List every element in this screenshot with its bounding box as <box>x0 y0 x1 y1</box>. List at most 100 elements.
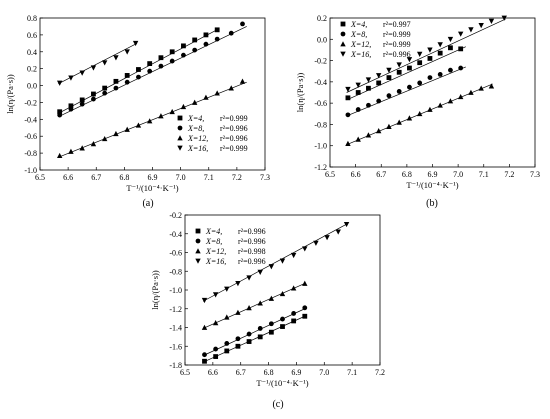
x-axis-label: T⁻¹/(10⁻⁴·K⁻¹) <box>126 183 178 193</box>
data-point <box>113 85 119 91</box>
data-point <box>181 52 186 58</box>
data-point <box>448 45 453 51</box>
data-point <box>136 67 141 72</box>
fit-line <box>202 308 305 356</box>
data-point <box>79 145 85 151</box>
data-point <box>201 324 208 330</box>
legend-r2: r²=0.996 <box>238 227 266 236</box>
legend-entry: X=12, r²=0.998 <box>195 247 266 256</box>
legend-marker <box>340 21 346 27</box>
x-tick-label: 6.5 <box>325 170 335 179</box>
y-tick-label: -0.4 <box>24 115 37 124</box>
series-triangle-down <box>345 15 507 93</box>
legend-entry: X=4, r²=0.997 <box>340 20 411 29</box>
data-point <box>212 320 219 326</box>
series-triangle-down <box>201 221 350 304</box>
data-point <box>396 119 402 125</box>
data-point <box>313 240 319 246</box>
series-triangle-up <box>56 78 247 159</box>
data-point <box>124 126 130 132</box>
data-point <box>386 75 392 80</box>
data-point <box>366 102 371 108</box>
data-point <box>257 326 263 331</box>
data-point <box>214 90 220 96</box>
y-tick-label: -1.2 <box>314 163 327 172</box>
data-point <box>279 258 286 264</box>
legend-label: X=12, <box>205 247 226 256</box>
data-point <box>478 23 484 29</box>
legend-label: X=8, <box>350 30 367 39</box>
fit-line <box>58 26 247 118</box>
data-point <box>396 69 402 75</box>
data-point <box>257 334 263 340</box>
data-point <box>406 57 413 63</box>
x-tick-label: 6.6 <box>63 173 73 182</box>
data-point <box>147 61 153 66</box>
legend-r2: r²=0.999 <box>383 30 411 39</box>
y-axis-label: ln(η/(Pa·s)) <box>150 270 160 310</box>
data-point <box>68 148 74 154</box>
chart-panel-2: 6.5 6.6 6.7 6.8 6.9 7.0 7.1 7.2 7.3 -1.2 -1.0 -0.8 -… <box>295 14 540 190</box>
data-point <box>407 84 412 90</box>
data-point <box>355 136 361 142</box>
x-tick-label: 6.9 <box>291 368 301 377</box>
legend-entry: X=8, r²=0.996 <box>195 237 266 246</box>
data-point <box>437 42 443 48</box>
y-tick-label: -1.0 <box>169 286 182 295</box>
x-tick-label: 7.1 <box>347 368 357 377</box>
legend-marker <box>195 228 201 234</box>
legend-r2: r²=0.996 <box>220 134 248 143</box>
series-circle <box>345 65 466 118</box>
data-point <box>147 68 153 74</box>
data-point <box>79 70 85 76</box>
data-point <box>302 280 308 286</box>
data-point <box>203 32 209 38</box>
data-point <box>246 275 252 281</box>
data-point <box>268 321 274 327</box>
data-point <box>290 252 297 259</box>
data-point <box>355 107 361 112</box>
y-tick-label: -0.6 <box>314 99 327 108</box>
data-point <box>407 65 412 71</box>
data-point <box>202 358 207 364</box>
data-point <box>102 85 108 91</box>
legend-r2: r²=0.996 <box>238 237 266 246</box>
data-point <box>79 97 85 103</box>
data-point <box>437 72 443 77</box>
data-point <box>417 80 423 86</box>
y-tick-label: -0.2 <box>314 57 327 66</box>
data-point <box>214 36 220 42</box>
series-triangle-up <box>201 280 308 330</box>
data-point <box>386 67 392 73</box>
x-axis-label: T⁻¹/(10⁻⁴·K⁻¹) <box>406 180 458 190</box>
data-point <box>101 60 108 66</box>
data-point <box>212 292 219 298</box>
data-point <box>240 21 245 27</box>
data-point <box>257 269 263 275</box>
legend-entry: X=16, r²=0.996 <box>340 50 411 59</box>
data-point <box>478 85 484 91</box>
legend-label: X=12, <box>187 134 208 143</box>
y-tick-label: 0.8 <box>27 14 37 23</box>
legend-label: X=16, <box>205 257 226 266</box>
fit-line <box>346 66 466 117</box>
data-point <box>192 47 198 53</box>
data-point <box>169 108 175 115</box>
data-point <box>158 63 164 69</box>
x-tick-label: 6.9 <box>428 170 438 179</box>
data-point <box>365 77 372 83</box>
data-point <box>468 27 474 33</box>
data-point <box>457 93 464 100</box>
data-point <box>345 86 351 93</box>
data-point <box>343 221 350 228</box>
legend-r2: r²=0.997 <box>383 20 411 29</box>
legend-marker <box>177 115 183 121</box>
series-square <box>57 27 220 115</box>
data-point <box>375 73 382 79</box>
legend-marker <box>340 41 346 47</box>
data-point <box>386 123 392 129</box>
data-point <box>355 82 361 88</box>
data-point <box>90 65 97 71</box>
y-axis-label: ln(η/(Pa·s)) <box>5 74 15 114</box>
data-point <box>246 339 252 344</box>
